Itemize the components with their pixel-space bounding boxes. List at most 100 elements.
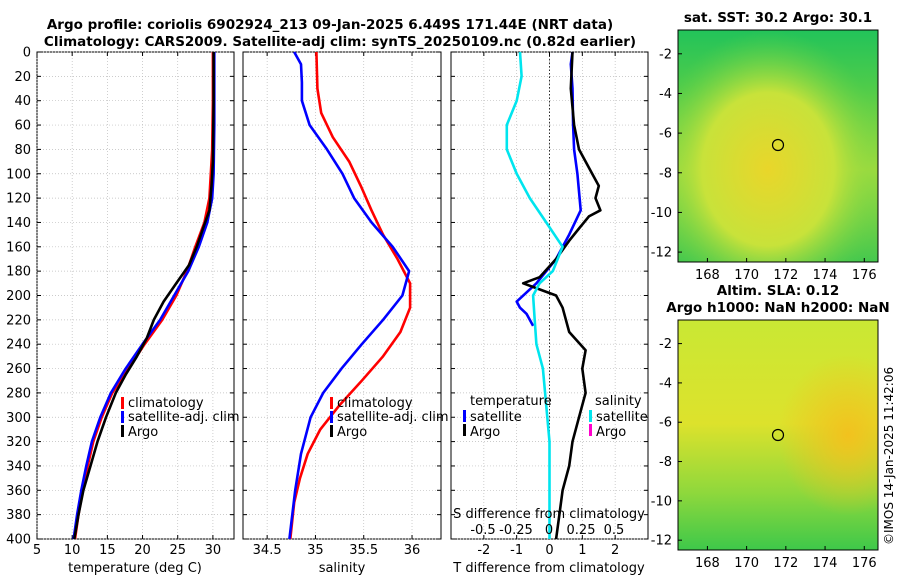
sst-warm-patch <box>678 30 878 262</box>
y-tick-label: 100 <box>6 167 31 182</box>
legend-s-argo-swatch <box>589 424 592 436</box>
legend-salinity-title: salinity <box>595 394 642 409</box>
legend-t-satellite-label: satellite <box>470 410 522 425</box>
y-tick-label: 60 <box>14 119 31 134</box>
sla-map-title: Altim. SLA: 0.12 <box>717 283 839 299</box>
salinity-legend: climatology satellite-adj. clim Argo <box>330 396 449 440</box>
legend-argo-swatch <box>121 425 124 437</box>
map-y-tick-label: -8 <box>659 166 672 181</box>
figure-title-line2: Climatology: CARS2009. Satellite-adj cli… <box>44 34 636 50</box>
sla-map-frame <box>677 319 879 551</box>
temperature-axes <box>36 51 235 540</box>
series-satellite-adj-clim <box>72 52 216 540</box>
legend-satellite-swatch <box>330 411 333 423</box>
y-tick-label: 220 <box>6 313 31 328</box>
sst-argo-location-marker <box>771 138 785 152</box>
y-tick-label: 240 <box>6 338 31 353</box>
legend-t-satellite-swatch <box>463 410 466 422</box>
legend-climatology-label: climatology <box>337 396 413 411</box>
x-tick-label: 34.5 <box>253 543 282 558</box>
map-y-tick-label: -8 <box>659 455 672 470</box>
map-x-tick-label: 174 <box>813 556 838 571</box>
y-tick-label: 400 <box>6 533 31 548</box>
y-tick-label: 0 <box>23 46 31 61</box>
y-tick-label: 340 <box>6 459 31 474</box>
y-tick-label: 40 <box>14 94 31 109</box>
credit-text: ©IMOS 14-Jan-2025 11:42:06 <box>882 367 896 545</box>
map-y-tick-label: -6 <box>659 416 672 431</box>
map-y-tick-label: -10 <box>651 494 672 509</box>
map-y-tick-label: -2 <box>659 47 672 62</box>
salinity-xlabel: salinity <box>319 561 366 576</box>
map-x-tick-label: 168 <box>695 556 720 571</box>
map-x-tick-label: 172 <box>773 268 798 283</box>
sla-map-title2: Argo h1000: NaN h2000: NaN <box>666 300 889 316</box>
y-tick-label: 320 <box>6 435 31 450</box>
temperature-panel: 0 20 40 60 80 100 120 140 160 180 200 220 240 260 280 3… <box>6 46 239 577</box>
legend-s-satellite-label: satellite <box>596 410 648 425</box>
y-tick-label: 200 <box>6 289 31 304</box>
x-tick-label: -1 <box>510 543 523 558</box>
map-x-tick-label: 174 <box>813 268 838 283</box>
map-y-tick-label: -2 <box>659 337 672 352</box>
map-x-tick-label: 170 <box>734 556 759 571</box>
legend-t-argo-label: Argo <box>470 425 500 440</box>
x-tick-label: 25 <box>169 543 186 558</box>
y-tick-label: 120 <box>6 192 31 207</box>
x-tick-label: 35 <box>307 543 324 558</box>
sst-map-title: sat. SST: 30.2 Argo: 30.1 <box>684 10 872 26</box>
s-tick: 0 <box>545 523 553 538</box>
t-difference-xlabel: T difference from climatology <box>452 561 645 576</box>
y-tick-label: 140 <box>6 216 31 231</box>
sla-warm-patch <box>678 320 878 550</box>
series-satellite-adj-clim <box>288 51 411 540</box>
legend-satellite-label: satellite-adj. clim <box>337 410 449 425</box>
sst-map-panel: sat. SST: 30.2 Argo: 30.1 168 170 172 174 17… <box>651 10 879 283</box>
legend-satellite-label: satellite-adj. clim <box>128 410 240 425</box>
legend-temperature-title: temperature <box>470 394 552 409</box>
series-argo <box>73 52 215 540</box>
series-temperature-argo <box>521 51 602 540</box>
legend-argo-swatch <box>330 425 333 437</box>
y-tick-label: 360 <box>6 484 31 499</box>
x-tick-label: 30 <box>205 543 222 558</box>
legend-climatology-swatch <box>330 397 333 409</box>
map-y-tick-label: -4 <box>659 87 672 102</box>
map-y-tick-label: -6 <box>659 127 672 142</box>
sla-argo-location-marker <box>771 428 785 442</box>
map-x-tick-label: 168 <box>695 268 720 283</box>
map-y-tick-label: -12 <box>651 246 672 261</box>
map-x-tick-label: 170 <box>734 268 759 283</box>
x-tick-label: 10 <box>64 543 81 558</box>
y-tick-label: 280 <box>6 386 31 401</box>
x-tick-label: 0 <box>545 543 553 558</box>
x-tick-label: 35.5 <box>349 543 378 558</box>
legend-argo-label: Argo <box>337 425 367 440</box>
sla-map-panel: Altim. SLA: 0.12 Argo h1000: NaN h2000: … <box>651 283 890 571</box>
y-tick-label: 160 <box>6 240 31 255</box>
x-tick-label: 1 <box>578 543 586 558</box>
y-tick-label: 80 <box>14 143 31 158</box>
x-tick-label: 36 <box>404 543 421 558</box>
legend-satellite-swatch <box>121 411 124 423</box>
x-tick-label: -2 <box>477 543 490 558</box>
series-salinity-satellite <box>505 51 564 539</box>
s-difference-top-ticks: -0.5 -0.25 0 0.25 0.5 <box>470 523 624 538</box>
figure-title-line1: Argo profile: coriolis 6902924_213 09-Ja… <box>47 17 613 33</box>
x-tick-label: 20 <box>134 543 151 558</box>
map-y-tick-label: -10 <box>651 206 672 221</box>
y-tick-label: 180 <box>6 265 31 280</box>
y-tick-label: 380 <box>6 508 31 523</box>
temperature-xlabel: temperature (deg C) <box>68 561 202 576</box>
s-tick: 0.5 <box>604 523 625 538</box>
map-x-tick-label: 176 <box>852 556 877 571</box>
x-tick-label: 5 <box>33 543 41 558</box>
series-climatology <box>73 52 215 540</box>
legend-s-satellite-swatch <box>589 410 592 422</box>
salinity-panel: 34.5 35 35.5 36 salinity climatology satell… <box>242 51 449 576</box>
x-tick-label: 2 <box>611 543 619 558</box>
legend-argo-label: Argo <box>128 425 158 440</box>
difference-legend: temperature satellite Argo salinity sate… <box>463 394 648 440</box>
map-x-tick-label: 176 <box>852 268 877 283</box>
